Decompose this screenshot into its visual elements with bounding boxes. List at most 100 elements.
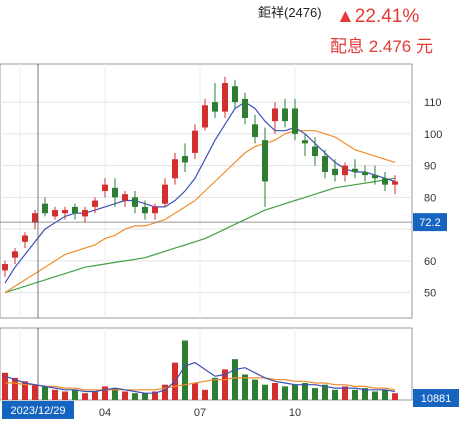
volume-value-label: 10881: [421, 393, 452, 405]
candle-body: [372, 175, 378, 179]
candle-body: [262, 140, 268, 182]
y-tick-label: 90: [424, 161, 436, 173]
candle-body: [102, 184, 108, 191]
volume-bar: [102, 386, 108, 400]
y-tick-label: 60: [424, 256, 436, 268]
crosshair-date-box: [2, 401, 74, 419]
volume-ma-long-line: [5, 377, 396, 391]
volume-bar: [392, 393, 398, 400]
volume-bar: [12, 377, 18, 400]
candle-body: [182, 156, 188, 163]
price-marker-label: 72.2: [419, 217, 440, 229]
candle-body: [82, 210, 88, 217]
volume-bar: [382, 389, 388, 400]
candle-body: [2, 264, 8, 271]
volume-bar: [372, 391, 378, 400]
dividend-label: 配息 2.476 元: [330, 37, 433, 56]
candle-body: [322, 156, 328, 172]
candle-body: [302, 140, 308, 144]
volume-bar: [62, 391, 68, 400]
crosshair-date-label: 2023/12/29: [10, 405, 65, 417]
candle-body: [122, 194, 128, 201]
candle-body: [342, 165, 348, 176]
ma-short-line: [4, 101, 396, 284]
candle-body: [252, 124, 258, 138]
volume-bar: [292, 384, 298, 400]
volume-bar: [252, 379, 258, 400]
candle-body: [232, 86, 238, 103]
volume-bar: [32, 384, 38, 400]
price-change: ▲22.41%: [336, 6, 420, 27]
volume-bar: [262, 384, 268, 400]
volume-bar: [202, 389, 208, 400]
candle-body: [72, 206, 78, 214]
volume-bar: [322, 384, 328, 400]
volume-bar: [112, 388, 118, 400]
volume-bar: [342, 386, 348, 400]
volume-bar: [362, 388, 368, 400]
candle-body: [352, 168, 358, 172]
candle-body: [92, 200, 98, 207]
volume-bar: [312, 388, 318, 400]
volume-bar: [152, 391, 158, 400]
price-marker-box: [413, 213, 447, 232]
volume-bar: [82, 393, 88, 400]
candle-body: [242, 98, 248, 118]
candle-body: [212, 102, 218, 112]
stock-name: 鉅祥(2476): [258, 5, 322, 20]
volume-bar: [272, 383, 278, 400]
volume-bar: [352, 389, 358, 400]
y-tick-label: 100: [424, 129, 442, 141]
volume-bar: [242, 374, 248, 400]
candle-body: [312, 146, 318, 157]
candle-body: [162, 184, 168, 204]
candle-body: [42, 203, 48, 214]
candle-body: [382, 178, 388, 185]
volume-bar: [52, 389, 58, 400]
volume-bar: [2, 372, 8, 400]
y-tick-label: 80: [424, 192, 436, 204]
candle-body: [292, 108, 298, 134]
volume-ma-short-line: [4, 361, 396, 394]
candle-body: [62, 210, 68, 214]
volume-bar: [72, 389, 78, 400]
volume-bar: [222, 369, 228, 400]
volume-bar: [332, 389, 338, 400]
candle-body: [332, 168, 338, 176]
candle-body: [272, 108, 278, 122]
volume-bar: [192, 383, 198, 400]
candle-body: [112, 187, 118, 198]
x-tick-label: 07: [194, 407, 206, 419]
candle-body: [12, 251, 18, 258]
y-tick-label: 110: [424, 97, 442, 109]
volume-bar: [42, 386, 48, 400]
candle-body: [152, 206, 158, 214]
candle-body: [142, 206, 148, 214]
candle-body: [52, 210, 58, 217]
volume-bar: [212, 377, 218, 400]
y-tick-label: 50: [424, 288, 436, 300]
volume-bar: [182, 340, 188, 400]
ma-long-line: [4, 177, 396, 294]
volume-bar: [92, 391, 98, 400]
volume-bar: [142, 393, 148, 400]
volume-value-box: [413, 389, 459, 407]
volume-bar: [302, 383, 308, 400]
candle-body: [132, 197, 138, 207]
candle-body: [22, 235, 28, 242]
ma-mid-line: [4, 130, 396, 294]
volume-bar: [232, 359, 238, 400]
candle-body: [202, 105, 208, 128]
candle-body: [362, 171, 368, 176]
candle-body: [32, 213, 38, 223]
candle-body: [392, 181, 398, 185]
volume-bar: [162, 384, 168, 400]
candle-body: [192, 130, 198, 153]
volume-bar: [132, 393, 138, 400]
volume-bar: [282, 386, 288, 400]
volume-bar: [122, 391, 128, 400]
candle-body: [222, 83, 228, 112]
volume-bar: [22, 381, 28, 400]
x-tick-label: 04: [99, 407, 111, 419]
